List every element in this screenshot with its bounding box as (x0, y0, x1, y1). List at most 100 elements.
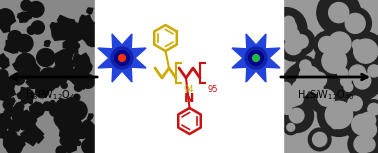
Circle shape (16, 53, 36, 73)
Circle shape (12, 73, 25, 85)
Polygon shape (55, 97, 76, 116)
Circle shape (354, 107, 378, 134)
Polygon shape (72, 120, 84, 131)
Polygon shape (25, 61, 40, 75)
Polygon shape (63, 34, 77, 51)
Circle shape (24, 66, 39, 81)
Polygon shape (62, 68, 74, 80)
Circle shape (3, 100, 12, 109)
Circle shape (39, 68, 59, 88)
Circle shape (265, 8, 307, 49)
Circle shape (67, 135, 77, 145)
Circle shape (322, 49, 347, 73)
Circle shape (311, 72, 327, 87)
Polygon shape (76, 57, 92, 74)
Polygon shape (25, 131, 37, 143)
Circle shape (304, 72, 322, 91)
Polygon shape (88, 114, 93, 119)
Circle shape (327, 118, 342, 133)
Polygon shape (86, 123, 99, 136)
Polygon shape (85, 129, 98, 141)
Circle shape (342, 61, 378, 100)
Circle shape (313, 83, 323, 93)
Circle shape (75, 60, 90, 76)
Circle shape (345, 13, 365, 33)
Polygon shape (46, 52, 56, 61)
Text: 95: 95 (207, 85, 217, 94)
Circle shape (61, 107, 69, 115)
Circle shape (341, 76, 351, 86)
Circle shape (60, 136, 69, 145)
Circle shape (308, 128, 331, 151)
Circle shape (284, 28, 300, 44)
Circle shape (111, 47, 133, 69)
Circle shape (317, 0, 361, 34)
Circle shape (320, 24, 359, 63)
Circle shape (80, 19, 91, 30)
Polygon shape (13, 54, 34, 75)
Circle shape (339, 88, 370, 119)
Circle shape (296, 75, 313, 92)
Circle shape (282, 105, 292, 114)
Polygon shape (14, 38, 20, 44)
Circle shape (53, 67, 60, 74)
Circle shape (277, 11, 300, 33)
Circle shape (359, 56, 378, 85)
Polygon shape (6, 132, 15, 142)
Circle shape (76, 141, 81, 146)
Circle shape (328, 32, 351, 55)
Polygon shape (5, 105, 12, 111)
Circle shape (329, 1, 350, 22)
Polygon shape (23, 67, 29, 74)
Circle shape (21, 0, 32, 11)
Circle shape (344, 59, 371, 87)
Circle shape (31, 21, 44, 34)
Polygon shape (8, 97, 15, 105)
Circle shape (354, 135, 372, 153)
Polygon shape (8, 119, 20, 131)
Circle shape (339, 7, 371, 39)
Circle shape (27, 26, 36, 34)
Circle shape (330, 60, 356, 86)
Circle shape (85, 31, 101, 47)
Polygon shape (68, 123, 80, 135)
Circle shape (58, 117, 73, 132)
Circle shape (283, 16, 294, 28)
Circle shape (361, 137, 375, 152)
Circle shape (319, 36, 335, 53)
Circle shape (8, 31, 22, 45)
Circle shape (300, 60, 311, 71)
Polygon shape (79, 119, 99, 138)
Circle shape (36, 85, 49, 98)
Circle shape (308, 79, 328, 98)
Polygon shape (62, 127, 69, 134)
Circle shape (280, 82, 291, 94)
Circle shape (289, 108, 304, 123)
Polygon shape (17, 138, 23, 144)
Circle shape (315, 41, 354, 80)
Circle shape (37, 49, 55, 67)
Circle shape (0, 114, 11, 129)
Polygon shape (75, 17, 95, 41)
Circle shape (50, 101, 55, 105)
Circle shape (278, 22, 305, 49)
Circle shape (292, 93, 303, 105)
Circle shape (287, 123, 295, 131)
Circle shape (61, 82, 67, 88)
Circle shape (64, 136, 75, 147)
Polygon shape (76, 73, 91, 90)
Circle shape (279, 31, 308, 61)
Polygon shape (232, 34, 280, 82)
Text: 94: 94 (183, 85, 194, 94)
Circle shape (81, 75, 95, 88)
Polygon shape (44, 41, 50, 46)
Circle shape (282, 88, 301, 107)
Circle shape (349, 65, 366, 82)
Circle shape (54, 82, 59, 87)
Text: N: N (184, 92, 195, 105)
Polygon shape (59, 66, 64, 72)
Polygon shape (66, 42, 78, 55)
Circle shape (295, 35, 308, 48)
Polygon shape (15, 136, 26, 146)
Circle shape (352, 114, 372, 135)
